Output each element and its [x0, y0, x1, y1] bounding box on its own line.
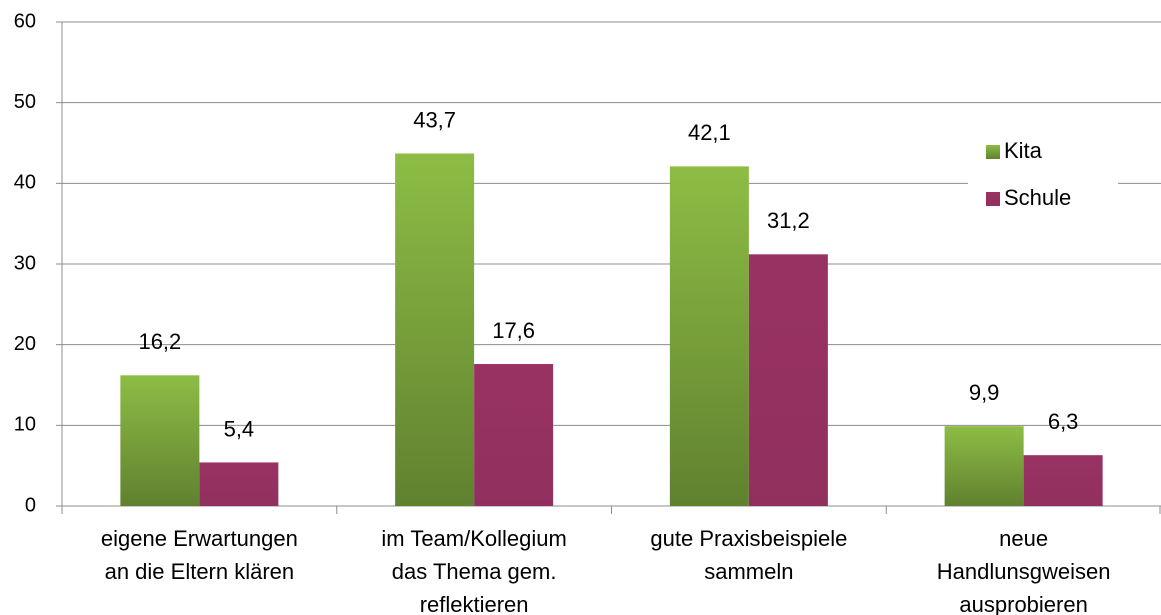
x-tick-label: eigene Erwartungen an die Eltern klären: [101, 526, 298, 584]
value-label: 43,7: [413, 107, 456, 132]
bar: [944, 426, 1024, 506]
y-tick-label: 50: [14, 91, 36, 113]
bar: [669, 166, 749, 507]
value-label: 16,2: [138, 329, 181, 354]
y-tick-label: 60: [14, 10, 36, 32]
y-tick-label: 20: [14, 333, 36, 355]
legend-label: Schule: [1004, 185, 1071, 210]
y-tick-label: 40: [14, 172, 36, 194]
value-label: 5,4: [224, 416, 255, 441]
legend-swatch: [986, 145, 1000, 159]
value-label: 31,2: [767, 208, 810, 233]
y-tick-label: 30: [14, 252, 36, 274]
y-tick-label: 0: [25, 494, 36, 516]
legend-swatch: [986, 192, 1000, 206]
bar: [199, 462, 279, 506]
x-tick-label: neue Handlunsgweisen ausprobieren: [937, 526, 1111, 615]
value-label: 42,1: [688, 120, 731, 145]
bar: [748, 254, 828, 506]
bar: [120, 375, 200, 506]
y-tick-label: 10: [14, 414, 36, 436]
value-label: 6,3: [1048, 409, 1079, 434]
legend-label: Kita: [1004, 138, 1043, 163]
x-tick-label: im Team/Kollegium das Thema gem. reflektie…: [381, 526, 566, 615]
x-tick-label: gute Praxisbeispiele sammeln: [650, 526, 847, 584]
bar: [474, 364, 554, 506]
value-label: 17,6: [492, 318, 535, 343]
value-label: 9,9: [969, 380, 1000, 405]
bar: [395, 153, 475, 506]
bar: [1023, 455, 1103, 506]
